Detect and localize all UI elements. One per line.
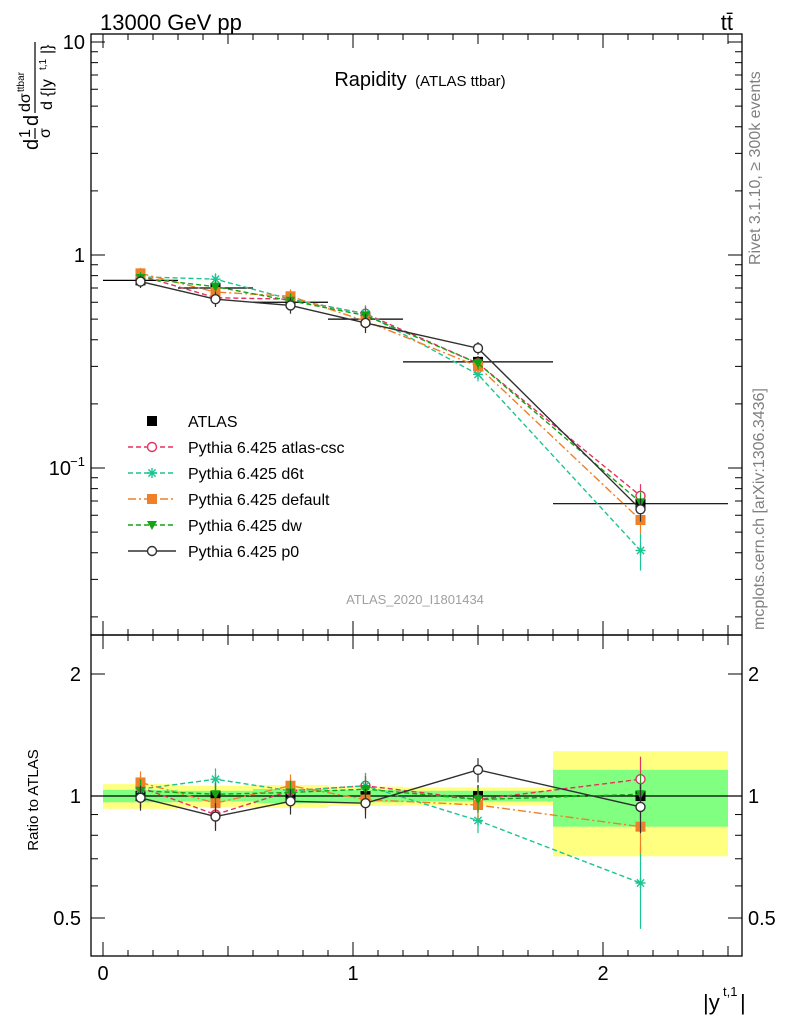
series-line [140,769,641,818]
series-line [140,274,641,497]
svg-text:|y: |y [703,990,720,1015]
data-point [473,369,483,380]
data-point [210,790,221,800]
ratio-panel [135,756,646,929]
analysis-watermark: ATLAS_2020_I1801434 [346,592,484,607]
main-y-axis-label: d 1 σ d dσ ttbar d {|y t,1 |} [16,42,56,150]
legend-label: Pythia 6.425 d6t [188,466,304,483]
series-line [140,272,641,521]
data-point [472,343,484,354]
ratio-y-tick-label-right: 0.5 [748,908,776,930]
series-line [140,781,641,828]
data-point [360,797,371,809]
data-point [360,317,371,329]
legend-marker [147,494,157,504]
main-plot-title: Rapidity (ATLAS ttbar) [334,69,505,91]
ratio-y-axis-label: Ratio to ATLAS [25,749,42,850]
process-label: tt̄ [721,10,733,35]
series-line [140,277,641,503]
y-tick-label: 1 [74,245,85,267]
x-tick-label: 0 [97,963,108,985]
series-5 [135,275,646,522]
data-point [635,504,646,515]
x-tick-label: 2 [597,963,608,985]
y-tick-label: 10 [63,32,85,54]
svg-text:d: d [21,139,43,150]
data-point [472,764,484,776]
data-point [210,811,221,822]
ratio-y-tick-label-left: 0.5 [53,908,81,930]
main-subtitle-text: (ATLAS ttbar) [415,73,506,90]
data-point [285,796,296,807]
ratio-series-5 [135,758,646,834]
svg-text:d {|y: d {|y [39,79,56,110]
svg-text:|: | [740,990,746,1015]
svg-text:|}: |} [39,44,56,54]
data-point [285,300,296,311]
legend-entry-2: Pythia 6.425 d6t [128,466,304,483]
svg-text:d: d [21,115,43,126]
ratio-y-tick-label-left: 2 [70,664,81,686]
data-point [635,545,646,556]
legend-marker [146,441,158,453]
data-point [135,276,146,287]
series-line [140,276,642,551]
svg-text:dσ: dσ [17,93,34,112]
legend-entry-4: Pythia 6.425 dw [128,518,302,535]
legend-marker [146,545,158,557]
data-point [135,792,146,803]
data-point [210,282,221,292]
legend-label: Pythia 6.425 dw [188,518,302,535]
data-point [210,294,221,305]
legend-label: ATLAS [188,414,238,431]
x-tick-label: 1 [347,963,358,985]
data-point [635,801,646,813]
legend-entry-5: Pythia 6.425 p0 [128,544,299,561]
legend-marker [147,468,157,478]
series-line [140,778,641,816]
legend-marker [147,521,157,530]
collision-label: 13000 GeV pp [100,10,242,35]
y-tick-label: 10 [49,458,71,480]
legend-entry-3: Pythia 6.425 default [128,492,330,509]
data-point [473,359,483,369]
legend-label: Pythia 6.425 default [188,492,330,509]
legend: ATLAS Pythia 6.425 atlas-csc Pythia 6.425 … [128,414,345,561]
data-point [473,815,483,826]
data-point [473,795,483,805]
x-axis-label: |y t,1 | [703,984,746,1015]
legend-entry-0: ATLAS [147,414,238,431]
rivet-version-label: Rivet 3.1.10, ≥ 300k events [747,71,764,265]
main-title-text: Rapidity [334,69,406,91]
svg-text:σ: σ [37,128,54,138]
data-point [635,878,646,888]
ratio-y-tick-label-right: 1 [748,786,759,808]
series-line [140,788,641,801]
svg-text:t,1: t,1 [723,984,737,999]
legend-marker [147,416,157,426]
data-point [210,274,221,285]
legend-label: Pythia 6.425 p0 [188,544,299,561]
svg-text:t,1: t,1 [38,58,49,70]
svg-text:ttbar: ttbar [16,71,27,92]
series-line [140,280,641,510]
mcplots-label: mcplots.cern.ch [arXiv:1306.3436] [751,388,768,630]
legend-label: Pythia 6.425 atlas-csc [188,440,345,457]
svg-text:1: 1 [17,129,34,138]
y-tick-label-exponent: −1 [70,454,85,469]
data-point [210,774,221,785]
ratio-y-tick-label-left: 1 [70,786,81,808]
legend-entry-1: Pythia 6.425 atlas-csc [128,440,345,457]
ratio-y-tick-label-right: 2 [748,664,759,686]
main-panel [103,267,728,571]
